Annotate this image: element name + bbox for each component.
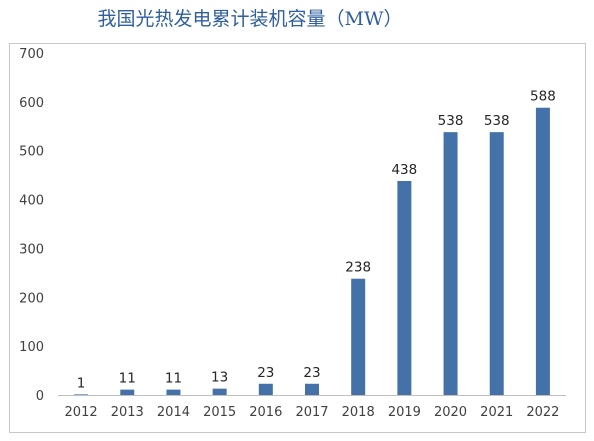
x-tick-label: 2019 [388,405,421,420]
y-tick-label: 100 [19,340,44,355]
x-tick-label: 2020 [434,405,467,420]
bar [351,278,366,395]
bar [74,394,89,395]
y-tick-label: 400 [19,194,44,209]
x-tick-label: 2012 [65,405,98,420]
data-label: 538 [438,113,464,129]
bar [258,383,273,395]
y-axis-tick-labels: 0 100 200 300 400 500 600 700 [19,47,44,404]
y-tick-label: 0 [36,389,44,404]
x-tick-label: 2018 [342,405,375,420]
x-tick-label: 2021 [480,405,513,420]
x-tick-label: 2015 [203,405,236,420]
bar [212,388,227,395]
data-label: 11 [119,371,136,387]
data-label: 13 [211,370,228,386]
data-label: 11 [165,371,182,387]
chart-title: 我国光热发电累计装机容量（MW） [97,8,403,30]
bar [535,107,550,395]
data-label: 1 [77,375,86,391]
x-tick-label: 2014 [157,405,190,420]
bar [443,132,458,396]
data-label: 438 [391,162,417,178]
y-tick-label: 500 [19,145,44,160]
chart-frame [9,43,586,433]
y-tick-label: 600 [19,96,44,111]
data-label: 23 [303,365,320,381]
x-axis-tick-labels: 2012 2013 2014 2015 2016 2017 2018 2019 2020 2021… [65,405,560,420]
bar-series [74,107,550,396]
y-tick-label: 200 [19,291,44,306]
data-label: 538 [484,113,510,129]
x-tick-label: 2022 [526,405,559,420]
x-tick-label: 2017 [295,405,328,420]
data-label: 238 [345,260,371,276]
bar [397,181,412,395]
x-tick-label: 2013 [111,405,144,420]
bar [489,132,504,396]
y-tick-label: 700 [19,47,44,62]
data-label: 23 [257,365,274,381]
bar [166,389,181,395]
y-tick-label: 300 [19,242,44,257]
bar [305,383,319,395]
x-tick-label: 2016 [249,405,282,420]
data-label: 588 [530,89,556,105]
bar [120,389,135,395]
